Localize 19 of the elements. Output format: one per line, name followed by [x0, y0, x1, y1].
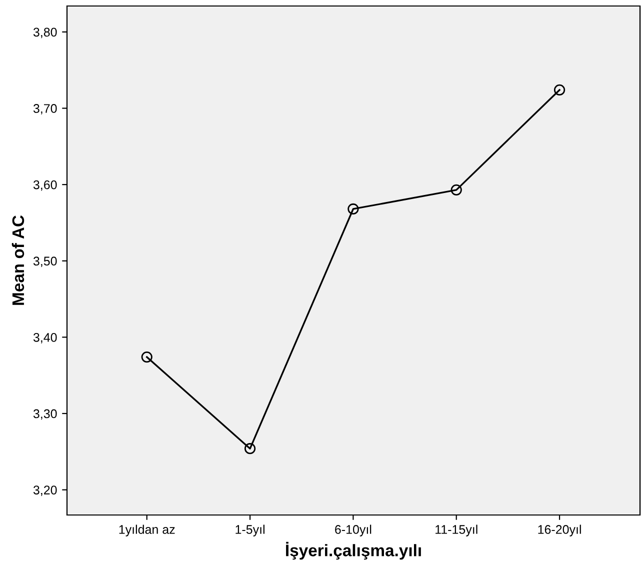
point	[141, 351, 152, 363]
point	[450, 184, 462, 196]
y-tick-label: 3,40	[33, 332, 57, 344]
x-tick-label: 16-20yıl	[538, 524, 581, 536]
x-axis-title: İşyeri.çalışma.yılı	[286, 542, 421, 560]
y-tick-label: 3,70	[33, 104, 57, 114]
x-tick-label: 1-5yıl	[236, 524, 264, 536]
x-tick-label: 11-15yıl	[436, 524, 478, 536]
y-tick-label: 3,80	[33, 28, 57, 38]
y-tick-label: 3,60	[33, 180, 57, 191]
y-tick-label: 3,30	[33, 409, 57, 420]
y-tick-label: 3,20	[33, 486, 57, 496]
y-tick-label: 3,50	[33, 256, 57, 268]
point	[244, 443, 256, 454]
y-axis-title: Mean of AC	[12, 215, 24, 305]
point	[554, 84, 566, 96]
x-tick-label: 6-10yıl	[335, 524, 372, 536]
point	[348, 203, 359, 215]
x-tick-label: 1yıldan az	[119, 524, 175, 536]
